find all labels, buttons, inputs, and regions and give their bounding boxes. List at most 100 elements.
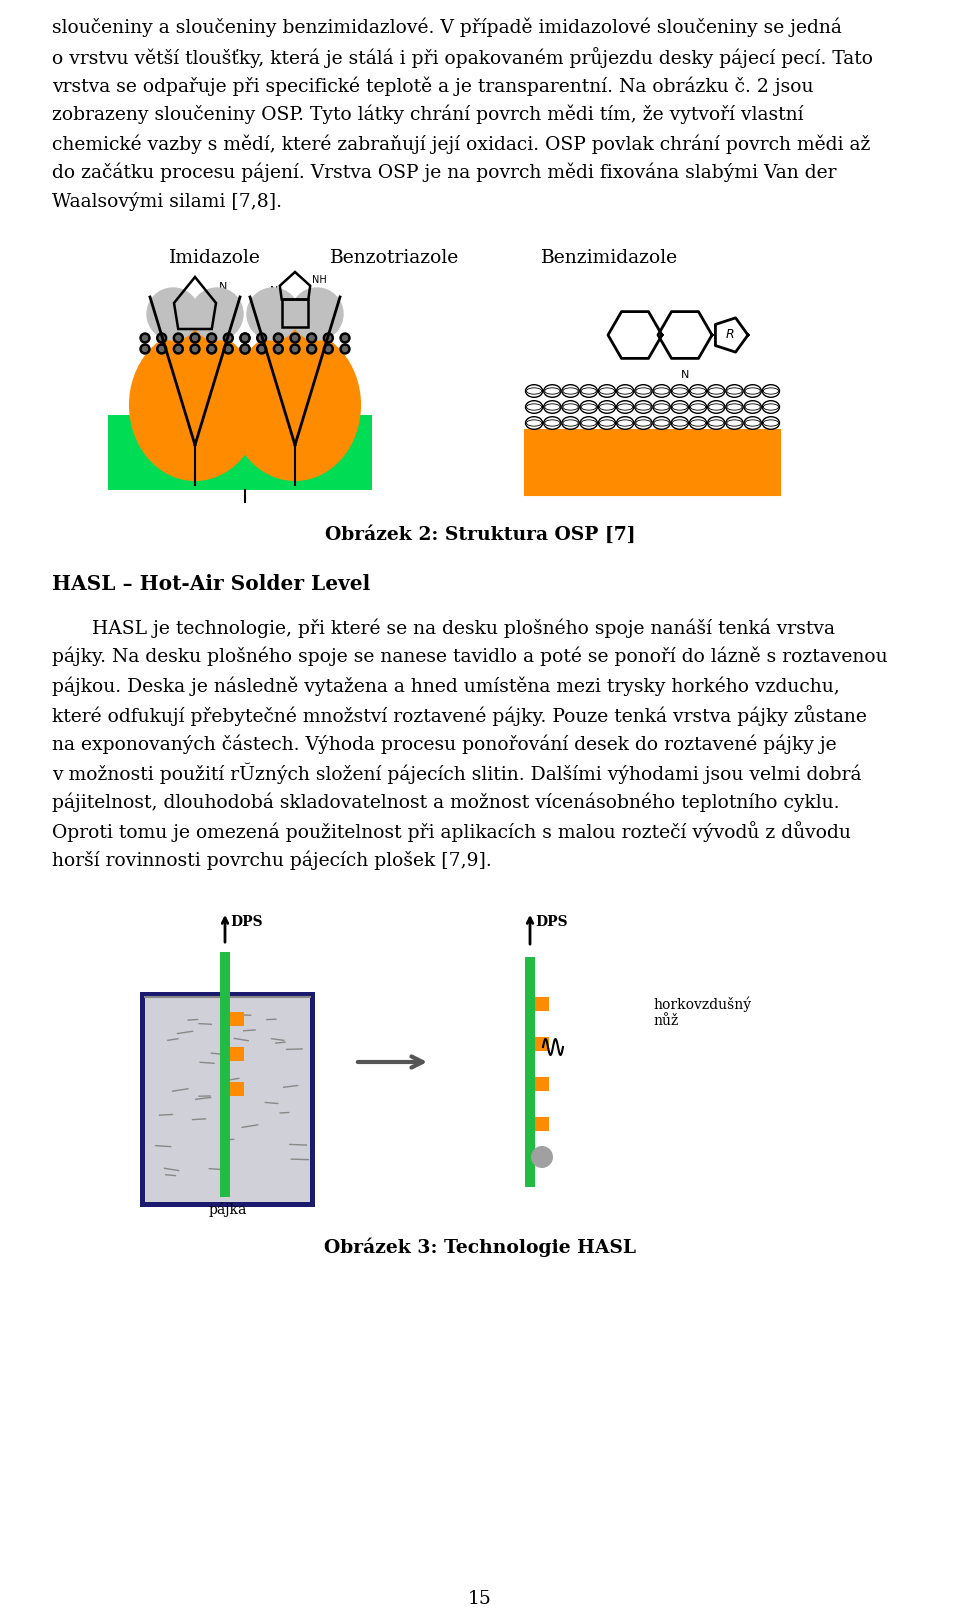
Text: Oproti tomu je omezená použitelnost při aplikacích s malou roztečí vývodů z důvo: Oproti tomu je omezená použitelnost při … xyxy=(52,821,851,842)
Text: horší rovinnosti povrchu pájecích plošek [7,9].: horší rovinnosti povrchu pájecích plošek… xyxy=(52,850,492,869)
Circle shape xyxy=(256,345,267,354)
Circle shape xyxy=(293,335,298,340)
Circle shape xyxy=(306,333,317,343)
Polygon shape xyxy=(250,937,305,987)
Circle shape xyxy=(142,346,148,351)
Circle shape xyxy=(226,335,230,340)
Circle shape xyxy=(209,335,214,340)
Text: N: N xyxy=(681,370,689,380)
Text: do začátku procesu pájení. Vrstva OSP je na povrch mědi fixována slabými Van der: do začátku procesu pájení. Vrstva OSP je… xyxy=(52,163,836,182)
Circle shape xyxy=(156,333,167,343)
Circle shape xyxy=(293,346,298,351)
Ellipse shape xyxy=(230,330,360,480)
Text: N: N xyxy=(219,282,228,291)
Circle shape xyxy=(191,288,243,340)
Circle shape xyxy=(193,335,198,340)
Circle shape xyxy=(276,335,281,340)
Text: DPS: DPS xyxy=(535,914,567,929)
Circle shape xyxy=(306,345,317,354)
Circle shape xyxy=(259,346,264,351)
Circle shape xyxy=(159,335,164,340)
Circle shape xyxy=(206,345,217,354)
Circle shape xyxy=(176,346,180,351)
Circle shape xyxy=(176,335,180,340)
Circle shape xyxy=(156,345,167,354)
Bar xyxy=(108,415,372,489)
Text: na exponovaných částech. Výhoda procesu ponořování desek do roztavené pájky je: na exponovaných částech. Výhoda procesu … xyxy=(52,734,836,753)
Text: chemické vazby s mědí, které zabraňují její oxidaci. OSP povlak chrání povrch mě: chemické vazby s mědí, které zabraňují j… xyxy=(52,134,871,153)
Circle shape xyxy=(343,335,348,340)
Text: pájka: pájka xyxy=(208,1203,247,1217)
Text: N: N xyxy=(270,287,277,296)
Bar xyxy=(535,1037,549,1051)
Text: které odfukují přebytečné množství roztavené pájky. Pouze tenká vrstva pájky zůs: které odfukují přebytečné množství rozta… xyxy=(52,705,867,726)
Text: R: R xyxy=(726,328,734,341)
Circle shape xyxy=(531,1146,553,1167)
Bar xyxy=(220,952,230,1196)
Text: pájitelnost, dlouhodobá skladovatelnost a možnost vícenásobného teplotního cyklu: pájitelnost, dlouhodobá skladovatelnost … xyxy=(52,792,839,811)
Bar xyxy=(145,997,310,1203)
Polygon shape xyxy=(550,968,645,1037)
Circle shape xyxy=(190,333,200,343)
Text: pájky. Na desku plošného spoje se nanese tavidlo a poté se ponoří do lázně s roz: pájky. Na desku plošného spoje se nanese… xyxy=(52,647,888,667)
Text: vrstva se odpařuje při specifické teplotě a je transparentní. Na obrázku č. 2 js: vrstva se odpařuje při specifické teplot… xyxy=(52,76,813,95)
Circle shape xyxy=(259,335,264,340)
Bar xyxy=(535,1117,549,1130)
Ellipse shape xyxy=(130,330,260,480)
Circle shape xyxy=(243,335,248,340)
Circle shape xyxy=(325,346,331,351)
Circle shape xyxy=(159,346,164,351)
Bar xyxy=(230,1013,244,1026)
Circle shape xyxy=(243,346,248,351)
Circle shape xyxy=(224,345,233,354)
Text: sloučeniny a sloučeniny benzimidazlové. V případě imidazolové sloučeniny se jedn: sloučeniny a sloučeniny benzimidazlové. … xyxy=(52,18,842,37)
Circle shape xyxy=(343,346,348,351)
Text: HASL – Hot-Air Solder Level: HASL – Hot-Air Solder Level xyxy=(52,575,371,594)
Bar xyxy=(230,1082,244,1096)
Text: pájkou. Deska je následně vytažena a hned umístěna mezi trysky horkého vzduchu,: pájkou. Deska je následně vytažena a hne… xyxy=(52,676,840,696)
Text: Benzotriazole: Benzotriazole xyxy=(330,250,460,267)
Circle shape xyxy=(309,346,314,351)
Circle shape xyxy=(243,346,248,351)
Circle shape xyxy=(274,345,283,354)
Text: zobrazeny sloučeniny OSP. Tyto látky chrání povrch mědi tím, že vytvoří vlastní: zobrazeny sloučeniny OSP. Tyto látky chr… xyxy=(52,105,804,124)
Text: 15: 15 xyxy=(468,1591,492,1608)
Text: Imidazole: Imidazole xyxy=(169,250,261,267)
Text: Benzimidazole: Benzimidazole xyxy=(541,250,679,267)
Bar xyxy=(140,992,315,1208)
Circle shape xyxy=(340,345,350,354)
Circle shape xyxy=(247,288,299,340)
Bar xyxy=(535,1077,549,1092)
Text: H: H xyxy=(163,298,171,308)
Text: N: N xyxy=(270,298,277,308)
Text: HASL je technologie, při které se na desku plošného spoje nanáší tenká vrstva: HASL je technologie, při které se na des… xyxy=(92,618,835,638)
Circle shape xyxy=(142,335,148,340)
Circle shape xyxy=(209,346,214,351)
Circle shape xyxy=(274,333,283,343)
Circle shape xyxy=(243,335,248,340)
Circle shape xyxy=(240,333,250,343)
Bar xyxy=(525,956,535,1187)
Circle shape xyxy=(325,335,331,340)
Bar xyxy=(535,997,549,1011)
Text: DPS: DPS xyxy=(230,914,263,929)
Circle shape xyxy=(226,346,230,351)
Circle shape xyxy=(309,335,314,340)
Text: Waalsovými silami [7,8].: Waalsovými silami [7,8]. xyxy=(52,192,282,211)
Text: v možnosti použití rŬzných složení pájecích slitin. Dalšími výhodami jsou velmi : v možnosti použití rŬzných složení pájec… xyxy=(52,763,861,784)
Circle shape xyxy=(147,288,199,340)
Circle shape xyxy=(240,333,250,343)
Circle shape xyxy=(140,333,150,343)
Circle shape xyxy=(290,345,300,354)
Bar xyxy=(525,430,780,494)
Circle shape xyxy=(174,333,183,343)
Circle shape xyxy=(206,333,217,343)
Circle shape xyxy=(256,333,267,343)
Text: horkovzdušný
nůž: horkovzdušný nůž xyxy=(653,997,751,1027)
Circle shape xyxy=(140,345,150,354)
Circle shape xyxy=(240,345,250,354)
Circle shape xyxy=(291,288,343,340)
Circle shape xyxy=(240,345,250,354)
Circle shape xyxy=(276,346,281,351)
Circle shape xyxy=(324,333,333,343)
